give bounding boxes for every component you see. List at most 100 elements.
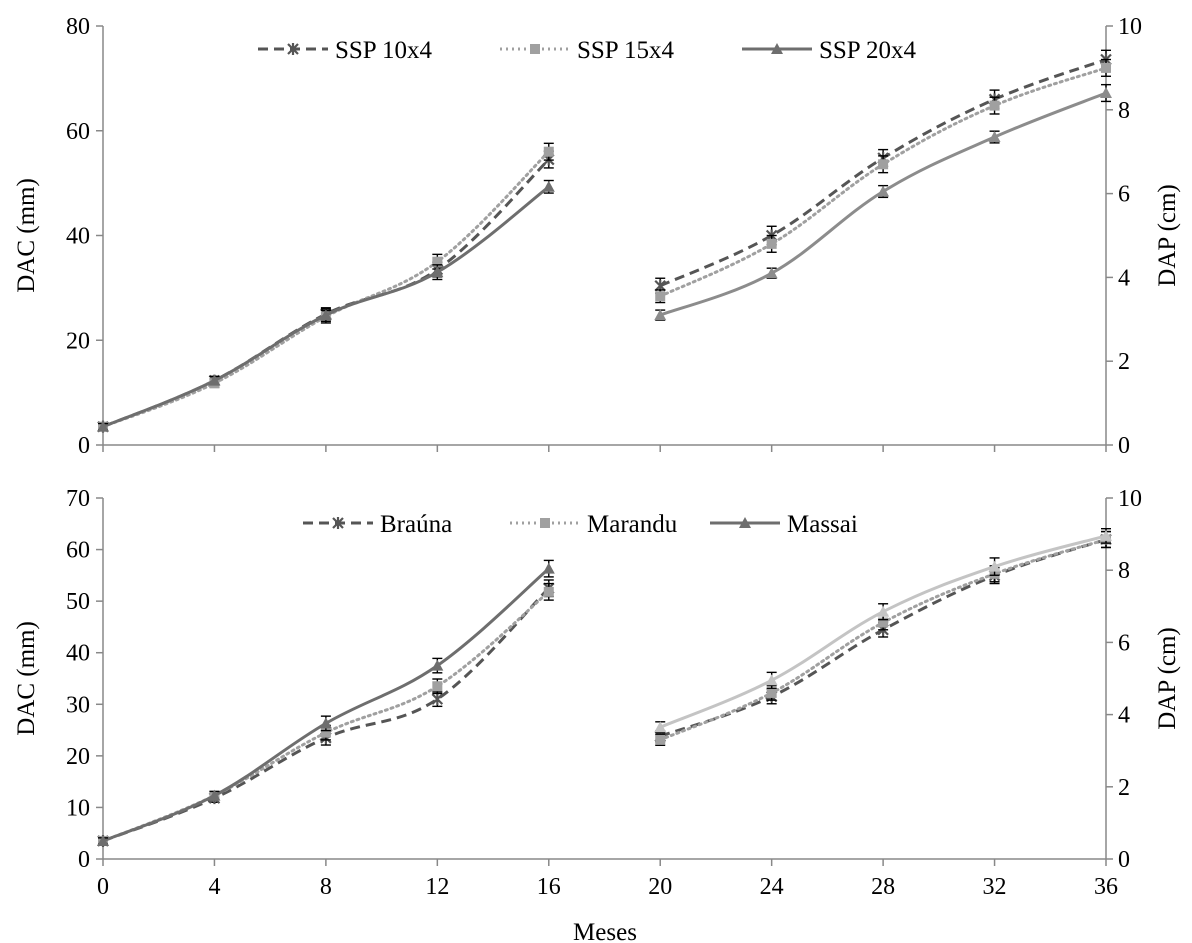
legend-entry: Massai <box>710 511 858 538</box>
series-line-dac <box>102 158 550 429</box>
x-tick-label: 0 <box>97 874 109 900</box>
data-point-dap <box>654 721 667 733</box>
y-left-axis-title: DAC (mm) <box>13 178 40 293</box>
y-right-axis-title: DAP (cm) <box>1154 184 1181 287</box>
y-right-tick-label: 2 <box>1118 775 1130 801</box>
series-ssp-20x4 <box>97 83 1112 432</box>
data-point-dac <box>543 586 554 597</box>
data-point-dap <box>1100 87 1112 99</box>
data-point-dac <box>319 309 332 321</box>
x-axis-title: Meses <box>573 919 637 943</box>
series-line-dap <box>658 538 1108 742</box>
legend-marker <box>530 44 540 54</box>
data-point-dac <box>97 834 109 846</box>
data-point-dac <box>432 256 443 267</box>
series-massai <box>97 527 1112 846</box>
data-point-dap <box>765 674 778 686</box>
y-left-axis-title: DAC (mm) <box>13 621 40 736</box>
y-left-tick-label: 20 <box>66 744 90 770</box>
y-right-tick-label: 0 <box>1118 847 1130 873</box>
legend-label: SSP 15x4 <box>577 37 675 64</box>
y-right-tick-label: 0 <box>1118 433 1130 459</box>
y-left-tick-label: 40 <box>66 641 90 667</box>
data-point-dap <box>655 291 666 302</box>
y-right-tick-label: 10 <box>1118 14 1142 40</box>
data-point-dac <box>208 789 221 801</box>
legend-entry: SSP 15x4 <box>500 37 675 64</box>
data-point-dac <box>542 180 555 192</box>
series-line-dap <box>659 91 1107 317</box>
x-tick-label: 4 <box>208 874 220 900</box>
data-point-dac <box>431 266 444 278</box>
y-left-tick-label: 60 <box>66 538 90 564</box>
series-ssp-10x4 <box>97 49 1112 433</box>
data-point-dap <box>878 159 889 170</box>
y-left-tick-label: 70 <box>66 486 90 512</box>
legend-marker <box>287 43 299 55</box>
data-point-dac <box>320 727 331 738</box>
data-point-dap <box>654 309 667 321</box>
data-point-dap <box>989 100 1000 111</box>
data-point-dac <box>432 681 443 692</box>
x-tick-label: 8 <box>320 874 332 900</box>
y-left-tick-label: 50 <box>66 589 90 615</box>
x-tick-label: 20 <box>648 874 672 900</box>
y-right-tick-label: 4 <box>1118 265 1130 291</box>
legend-label: SSP 20x4 <box>819 37 917 64</box>
data-point-dap <box>766 238 777 249</box>
x-tick-label: 16 <box>537 874 561 900</box>
series-line-dap <box>659 538 1107 738</box>
legend-label: Marandu <box>587 511 678 538</box>
data-point-dap <box>765 267 778 279</box>
y-right-tick-label: 2 <box>1118 349 1130 375</box>
data-point-dac <box>319 717 332 729</box>
y-right-tick-label: 4 <box>1118 703 1130 729</box>
legend-entry: SSP 10x4 <box>258 37 433 64</box>
y-left-tick-label: 80 <box>66 14 90 40</box>
panel-top: 0 20 40 60 80 0 2 4 6 8 10 DAC (mm) DAP (cm) SSP 10x4… <box>13 14 1181 459</box>
y-left-tick-label: 0 <box>78 433 90 459</box>
y-right-tick-label: 6 <box>1118 182 1130 208</box>
x-tick-label: 12 <box>425 874 449 900</box>
data-point-dap <box>1101 62 1111 73</box>
y-right-tick-label: 10 <box>1118 486 1142 512</box>
data-point-dac <box>542 562 555 574</box>
y-right-tick-label: 8 <box>1118 558 1130 584</box>
y-right-tick-label: 6 <box>1118 630 1130 656</box>
y-left-tick-label: 60 <box>66 119 90 145</box>
legend-marker <box>739 517 751 528</box>
data-point-dap <box>988 560 1001 572</box>
legend-marker <box>771 43 783 54</box>
data-point-dap <box>766 687 777 698</box>
y-right-axis-title: DAP (cm) <box>1154 627 1181 730</box>
legend-marker <box>332 517 344 529</box>
data-point-dac <box>208 374 221 386</box>
series-line-dac <box>102 587 550 843</box>
legend-entry: SSP 20x4 <box>742 37 917 64</box>
legend-entry: Braúna <box>303 511 452 538</box>
x-tick-label: 36 <box>1094 874 1118 900</box>
legend-entry: Marandu <box>510 511 678 538</box>
data-point-dac <box>543 146 554 157</box>
data-point-dap <box>1100 529 1112 541</box>
y-left-tick-label: 30 <box>66 692 90 718</box>
series-line-dac <box>101 150 551 429</box>
legend-label: Massai <box>787 511 858 538</box>
data-point-dap <box>877 605 890 617</box>
data-point-dap <box>655 734 666 745</box>
legend-label: SSP 10x4 <box>335 37 433 64</box>
series-line-dac <box>102 567 550 843</box>
x-tick-label: 24 <box>760 874 784 900</box>
y-left-tick-label: 10 <box>66 795 90 821</box>
legend-marker <box>540 518 550 528</box>
data-point-dap <box>877 185 890 197</box>
data-point-dac <box>97 420 109 432</box>
x-tick-label: 28 <box>871 874 895 900</box>
data-point-dac <box>431 693 444 706</box>
y-right-tick-label: 8 <box>1118 98 1130 124</box>
series-line-dap <box>658 66 1108 298</box>
legend-label: Braúna <box>380 511 452 538</box>
y-left-tick-label: 40 <box>66 224 90 250</box>
